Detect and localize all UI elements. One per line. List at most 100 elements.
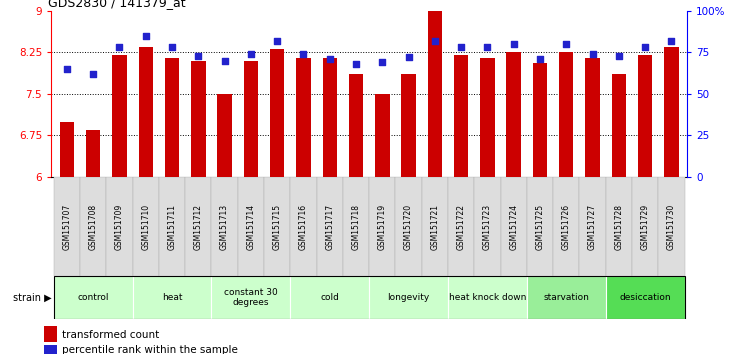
Point <box>508 41 520 47</box>
Point <box>166 44 178 50</box>
Text: GSM151707: GSM151707 <box>62 204 72 250</box>
Text: GSM151716: GSM151716 <box>299 204 308 250</box>
Point <box>429 38 441 44</box>
Bar <box>185 177 211 276</box>
Bar <box>428 11 442 177</box>
Point <box>219 58 230 63</box>
Point <box>561 41 572 47</box>
Text: GSM151723: GSM151723 <box>483 204 492 250</box>
Bar <box>80 177 106 276</box>
Bar <box>606 177 632 276</box>
Text: GSM151728: GSM151728 <box>614 204 624 250</box>
Point <box>613 53 625 58</box>
Text: longevity: longevity <box>387 293 430 302</box>
Bar <box>217 94 232 177</box>
Text: constant 30
degrees: constant 30 degrees <box>224 288 278 307</box>
Bar <box>507 52 521 177</box>
Text: GSM151718: GSM151718 <box>352 204 360 250</box>
Text: GSM151717: GSM151717 <box>325 204 334 250</box>
Text: GSM151710: GSM151710 <box>141 204 151 250</box>
Text: GSM151715: GSM151715 <box>273 204 281 250</box>
Bar <box>296 58 311 177</box>
Text: GSM151714: GSM151714 <box>246 204 255 250</box>
Text: GSM151719: GSM151719 <box>378 204 387 250</box>
Bar <box>322 58 337 177</box>
Point <box>245 51 257 57</box>
Text: GSM151711: GSM151711 <box>167 204 177 250</box>
Bar <box>474 177 501 276</box>
Bar <box>448 276 527 319</box>
Bar <box>317 177 343 276</box>
Bar <box>480 58 495 177</box>
Bar <box>44 326 57 342</box>
Text: strain ▶: strain ▶ <box>13 292 52 302</box>
Text: heat: heat <box>162 293 182 302</box>
Bar <box>606 276 684 319</box>
Point <box>455 44 467 50</box>
Point <box>271 38 283 44</box>
Bar <box>159 177 185 276</box>
Text: GSM151727: GSM151727 <box>588 204 597 250</box>
Point <box>665 38 677 44</box>
Point <box>192 53 204 58</box>
Bar <box>264 177 290 276</box>
Text: control: control <box>77 293 109 302</box>
Point <box>587 51 599 57</box>
Text: desiccation: desiccation <box>619 293 671 302</box>
Bar <box>290 276 369 319</box>
Text: GSM151722: GSM151722 <box>457 204 466 250</box>
Bar <box>658 177 684 276</box>
Bar <box>586 58 599 177</box>
Bar <box>580 177 606 276</box>
Bar <box>349 74 363 177</box>
Point <box>376 59 388 65</box>
Point <box>534 56 546 62</box>
Text: GSM151720: GSM151720 <box>404 204 413 250</box>
Bar <box>638 55 652 177</box>
Bar <box>401 74 416 177</box>
Bar <box>54 177 80 276</box>
Bar <box>559 52 574 177</box>
Bar <box>270 50 284 177</box>
Point <box>482 44 493 50</box>
Bar <box>54 276 132 319</box>
Point <box>88 71 99 77</box>
Point <box>113 44 125 50</box>
Text: starvation: starvation <box>543 293 589 302</box>
Bar <box>632 177 658 276</box>
Text: GSM151726: GSM151726 <box>561 204 571 250</box>
Bar <box>164 58 179 177</box>
Bar <box>243 61 258 177</box>
Text: GSM151721: GSM151721 <box>431 204 439 250</box>
Bar <box>422 177 448 276</box>
Point <box>639 44 651 50</box>
Text: GSM151729: GSM151729 <box>640 204 650 250</box>
Bar <box>533 63 548 177</box>
Bar <box>191 61 205 177</box>
Point <box>350 61 362 67</box>
Bar <box>369 177 395 276</box>
Bar <box>501 177 527 276</box>
Bar <box>211 177 238 276</box>
Text: GSM151708: GSM151708 <box>88 204 98 250</box>
Text: GDS2830 / 141379_at: GDS2830 / 141379_at <box>48 0 186 10</box>
Text: GSM151713: GSM151713 <box>220 204 229 250</box>
Bar <box>375 94 390 177</box>
Text: GSM151725: GSM151725 <box>536 204 545 250</box>
Bar <box>139 47 153 177</box>
Text: GSM151709: GSM151709 <box>115 204 124 250</box>
Text: GSM151712: GSM151712 <box>194 204 202 250</box>
Text: transformed count: transformed count <box>62 330 159 339</box>
Bar <box>527 177 553 276</box>
Bar <box>369 276 448 319</box>
Bar <box>612 74 626 177</box>
Text: GSM151724: GSM151724 <box>510 204 518 250</box>
Bar <box>132 276 211 319</box>
Point <box>298 51 309 57</box>
Bar <box>211 276 290 319</box>
Point <box>324 56 336 62</box>
Bar <box>60 121 74 177</box>
Bar <box>527 276 606 319</box>
Bar <box>553 177 580 276</box>
Bar <box>454 55 469 177</box>
